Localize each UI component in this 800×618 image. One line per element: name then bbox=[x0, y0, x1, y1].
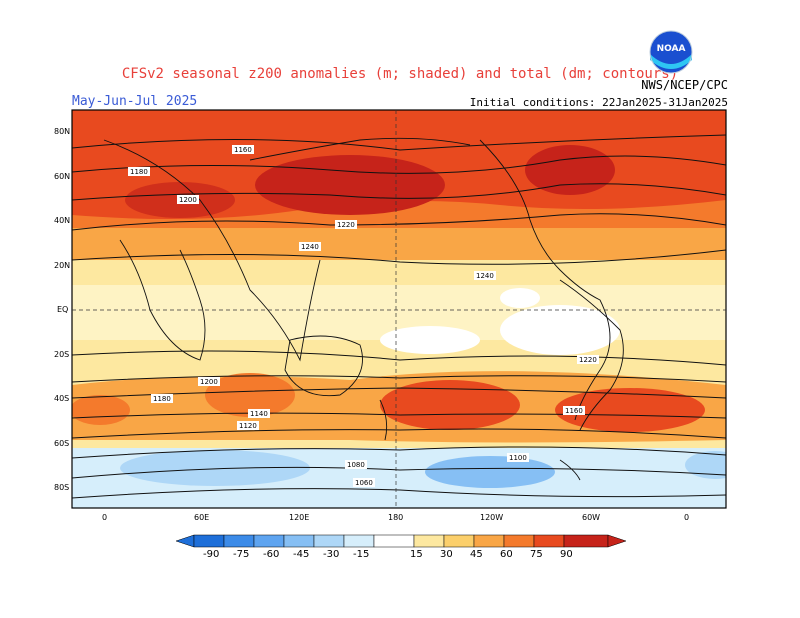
contour-labels: 1160 1180 1200 1220 1240 1240 1220 1200 … bbox=[128, 145, 599, 487]
colorbar-cell bbox=[283, 534, 315, 548]
lat-axis: 80N 60N 40N 20N EQ 20S 40S 60S 80S bbox=[54, 127, 70, 492]
contour-label: 1180 bbox=[130, 168, 148, 176]
colorbar-cell bbox=[503, 534, 535, 548]
lon-label: 0 bbox=[684, 513, 689, 522]
lat-label: 80S bbox=[54, 483, 69, 492]
contour-label: 1200 bbox=[179, 196, 197, 204]
contour-label: 1220 bbox=[579, 356, 597, 364]
colorbar-cell bbox=[443, 534, 475, 548]
lon-label: 60E bbox=[194, 513, 209, 522]
contour-label: 1200 bbox=[200, 378, 218, 386]
colorbar-cell bbox=[343, 534, 375, 548]
colorbar-tick: -30 bbox=[323, 549, 339, 560]
contour-label: 1140 bbox=[250, 410, 268, 418]
season-label: May-Jun-Jul 2025 bbox=[72, 94, 198, 109]
contour-label: 1160 bbox=[565, 407, 583, 415]
lon-label: 60W bbox=[582, 513, 600, 522]
colorbar-tick: 90 bbox=[560, 549, 573, 560]
contour-label: 1220 bbox=[337, 221, 355, 229]
colorbar-tick: 60 bbox=[500, 549, 513, 560]
lon-label: 0 bbox=[102, 513, 107, 522]
chart-title: CFSv2 seasonal z200 anomalies (m; shaded… bbox=[121, 66, 679, 82]
colorbar-tick: -45 bbox=[293, 549, 309, 560]
colorbar-tick: -15 bbox=[353, 549, 369, 560]
colorbar-tick: -60 bbox=[263, 549, 279, 560]
lon-label: 120W bbox=[480, 513, 503, 522]
contour-label: 1100 bbox=[509, 454, 527, 462]
colorbar-cell bbox=[533, 534, 565, 548]
lon-axis: 0 60E 120E 180 120W 60W 0 bbox=[102, 513, 689, 522]
colorbar: -90 -75 -60 -45 -30 -15 15 30 45 60 75 9… bbox=[175, 534, 627, 560]
grid-lines bbox=[72, 110, 726, 508]
contour-label: 1060 bbox=[355, 479, 373, 487]
plot-frame bbox=[71, 109, 727, 509]
colorbar-tick: 15 bbox=[410, 549, 423, 560]
lat-label: 60N bbox=[54, 172, 70, 181]
lat-label: 60S bbox=[54, 439, 69, 448]
colorbar-tick: -90 bbox=[203, 549, 219, 560]
colorbar-end-left bbox=[175, 534, 195, 548]
credit-label: NWS/NCEP/CPC bbox=[641, 78, 728, 92]
colorbar-tick: 45 bbox=[470, 549, 483, 560]
colorbar-cell bbox=[223, 534, 255, 548]
colorbar-tick: -75 bbox=[233, 549, 249, 560]
colorbar-cell bbox=[413, 534, 445, 548]
contour-label: 1080 bbox=[347, 461, 365, 469]
lat-label: 20N bbox=[54, 261, 70, 270]
contour-label: 1240 bbox=[301, 243, 319, 251]
noaa-logo: NOAA bbox=[649, 30, 693, 74]
colorbar-tick: 75 bbox=[530, 549, 543, 560]
coastlines bbox=[103, 137, 624, 481]
lat-label: 40N bbox=[54, 216, 70, 225]
lon-label: 180 bbox=[388, 513, 403, 522]
colorbar-cell bbox=[563, 534, 609, 548]
colorbar-end-right bbox=[607, 534, 627, 548]
colorbar-tick: 30 bbox=[440, 549, 453, 560]
colorbar-cell bbox=[253, 534, 285, 548]
contour-label: 1240 bbox=[476, 272, 494, 280]
colorbar-cell bbox=[313, 534, 345, 548]
lat-label: 40S bbox=[54, 394, 69, 403]
colorbar-cell bbox=[473, 534, 505, 548]
initial-conditions-label: Initial conditions: 22Jan2025-31Jan2025 bbox=[469, 96, 728, 109]
contour-label: 1180 bbox=[153, 395, 171, 403]
lat-label: EQ bbox=[57, 305, 68, 314]
lon-label: 120E bbox=[289, 513, 309, 522]
svg-text:NOAA: NOAA bbox=[657, 44, 686, 54]
lat-label: 20S bbox=[54, 350, 69, 359]
colorbar-cell bbox=[373, 534, 415, 548]
lat-label: 80N bbox=[54, 127, 70, 136]
shading-layer bbox=[72, 110, 726, 508]
colorbar-cell bbox=[193, 534, 225, 548]
contour-label: 1160 bbox=[234, 146, 252, 154]
contour-label: 1120 bbox=[239, 422, 257, 430]
